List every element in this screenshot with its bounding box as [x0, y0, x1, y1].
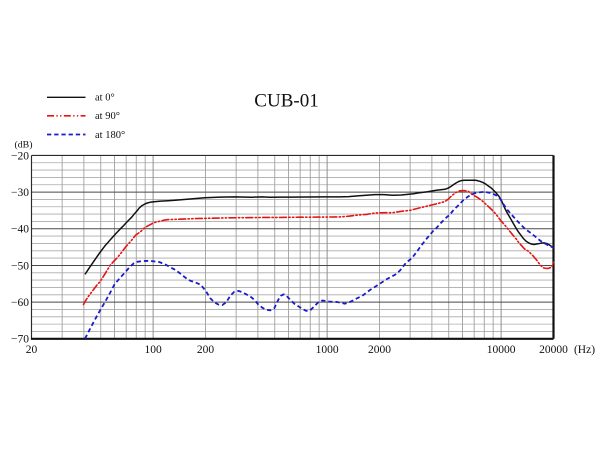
svg-text:at 0°: at 0° — [95, 93, 115, 104]
svg-text:−40: −40 — [11, 224, 29, 236]
svg-text:100: 100 — [144, 344, 162, 356]
svg-text:1000: 1000 — [316, 344, 339, 356]
svg-text:(Hz): (Hz) — [574, 344, 595, 356]
svg-text:at 180°: at 180° — [95, 130, 125, 141]
svg-text:−50: −50 — [11, 260, 29, 272]
svg-text:at 90°: at 90° — [95, 111, 120, 122]
svg-text:−70: −70 — [11, 334, 29, 346]
svg-text:−30: −30 — [11, 187, 29, 199]
svg-text:(dB): (dB) — [15, 140, 33, 151]
svg-text:2000: 2000 — [368, 344, 391, 356]
svg-text:200: 200 — [197, 344, 215, 356]
svg-text:10000: 10000 — [487, 344, 516, 356]
svg-text:CUB-01: CUB-01 — [254, 91, 318, 112]
svg-text:20000: 20000 — [539, 344, 568, 356]
svg-text:−20: −20 — [11, 150, 29, 162]
svg-text:−60: −60 — [11, 297, 29, 309]
svg-text:20: 20 — [26, 344, 38, 356]
